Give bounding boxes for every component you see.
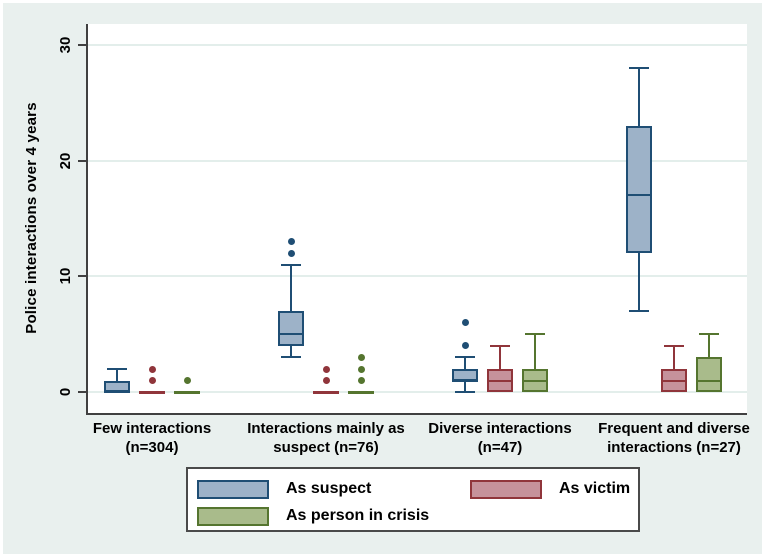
lower-whisker-cap — [455, 391, 475, 394]
x-axis-group-label-line: interactions (n=27) — [607, 438, 741, 456]
y-axis-tick — [78, 43, 86, 46]
outlier-dot — [322, 377, 330, 385]
legend-label: As person in crisis — [286, 507, 430, 524]
median-line — [522, 379, 548, 382]
legend: As suspect As victim As person in crisis — [186, 467, 640, 532]
lower-whisker — [464, 380, 466, 393]
upper-whisker — [534, 334, 536, 369]
legend-item-as-person-in-crisis: As person in crisis — [197, 506, 429, 526]
collapsed-box-line — [139, 390, 165, 394]
median-line — [626, 194, 652, 197]
median-line — [104, 391, 130, 394]
outlier-dot — [357, 377, 365, 385]
y-axis-tick — [78, 391, 86, 394]
upper-whisker-cap — [281, 263, 301, 266]
x-axis-group-label: Few interactions (n=304) — [47, 420, 257, 458]
as-victim-swatch — [470, 479, 542, 499]
legend-label: As victim — [559, 480, 631, 497]
x-axis-group-label-line: suspect (n=76) — [273, 438, 379, 456]
upper-whisker-cap — [664, 344, 684, 347]
upper-whisker — [499, 345, 501, 369]
y-axis-tick — [78, 275, 86, 278]
upper-whisker-cap — [490, 344, 510, 347]
upper-whisker — [290, 264, 292, 312]
box — [278, 311, 304, 346]
y-tick-label: 10 — [56, 268, 74, 285]
upper-whisker-cap — [699, 333, 719, 336]
x-axis-group-label-line: Interactions mainly as — [247, 420, 405, 437]
box — [696, 357, 722, 393]
upper-whisker-cap — [629, 66, 649, 69]
y-axis-line — [86, 24, 88, 415]
outlier-dot — [357, 365, 365, 373]
as-suspect-swatch — [197, 479, 269, 499]
upper-whisker — [638, 67, 640, 126]
median-line — [487, 379, 513, 382]
collapsed-box-line — [174, 390, 200, 394]
median-line — [278, 333, 304, 336]
upper-whisker-cap — [107, 368, 127, 370]
x-axis-group-label: Frequent and diverse interactions (n=27) — [569, 420, 762, 458]
upper-whisker — [673, 345, 675, 369]
collapsed-box-line — [313, 390, 339, 394]
y-tick-label: 30 — [56, 36, 74, 54]
gridline — [88, 275, 747, 278]
upper-whisker-cap — [525, 333, 545, 336]
upper-whisker-cap — [455, 356, 475, 359]
outlier-dot — [461, 319, 469, 327]
upper-whisker — [116, 369, 118, 381]
collapsed-box-line — [348, 390, 374, 394]
lower-whisker-cap — [281, 356, 301, 359]
upper-whisker — [464, 357, 466, 369]
plot-area — [88, 24, 747, 413]
x-axis-group-label-line: Diverse interactions — [428, 420, 572, 437]
x-axis-line — [86, 413, 747, 415]
lower-whisker — [290, 345, 292, 358]
legend-item-as-suspect: As suspect — [197, 479, 371, 499]
y-axis-title: Police interactions over 4 years — [23, 102, 40, 334]
outlier-dot — [148, 365, 156, 373]
outlier-dot — [357, 353, 365, 361]
x-axis-group-label: Interactions mainly as suspect (n=76) — [221, 420, 431, 458]
gridline — [88, 159, 747, 162]
as-person-in-crisis-swatch — [197, 506, 269, 526]
median-line — [661, 379, 687, 382]
y-axis-tick — [78, 159, 86, 162]
x-axis-group-label-line: Few interactions — [92, 420, 212, 437]
outlier-dot — [322, 365, 330, 373]
outlier-dot — [287, 249, 295, 257]
x-axis-group-label-line: (n=304) — [125, 438, 179, 456]
outlier-dot — [287, 238, 295, 246]
gridline — [88, 391, 747, 394]
x-axis-group-label: Diverse interactions (n=47) — [395, 420, 605, 458]
outlier-dot — [148, 377, 156, 385]
median-line — [696, 379, 722, 382]
outlier-dot — [461, 342, 469, 350]
y-tick-label: 20 — [56, 152, 74, 169]
outlier-dot — [183, 377, 191, 385]
lower-whisker — [638, 253, 640, 312]
x-axis-group-label-line: Frequent and diverse — [598, 420, 750, 437]
gridline — [88, 43, 747, 46]
lower-whisker-cap — [629, 310, 649, 313]
x-axis-group-label-line: (n=47) — [477, 438, 523, 456]
y-tick-label: 0 — [56, 387, 74, 397]
upper-whisker — [708, 334, 710, 358]
legend-item-as-victim: As victim — [470, 479, 630, 499]
legend-label: As suspect — [286, 480, 372, 497]
box — [626, 125, 652, 254]
median-line — [452, 379, 478, 382]
